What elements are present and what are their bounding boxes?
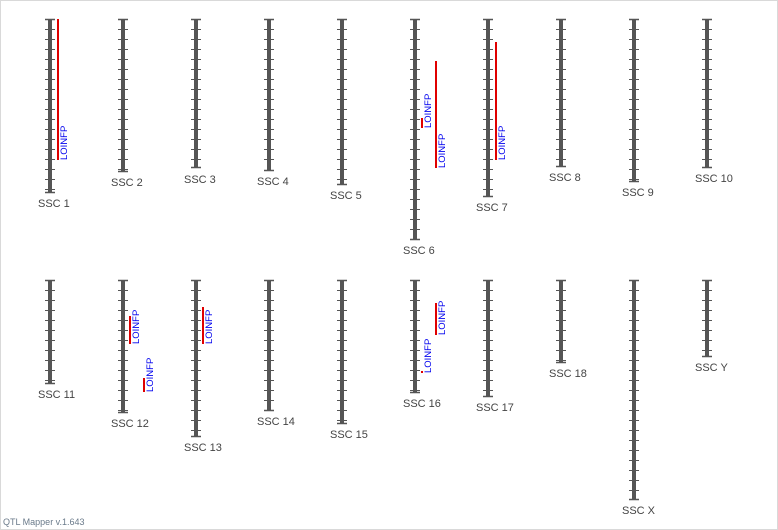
chromosome-ssc-15: SSC 15 [330, 279, 368, 441]
qtl-label[interactable]: LOINFP [437, 134, 448, 168]
qtl-label[interactable]: LOINFP [497, 126, 508, 160]
chromosome-label: SSC 18 [549, 368, 587, 380]
chromosome-bar [48, 19, 52, 193]
qtl-bar[interactable] [495, 42, 497, 160]
chromosome-ssc-6: SSC 6 [403, 18, 435, 257]
qtl-bar[interactable] [143, 378, 145, 392]
chromosome-bar [486, 280, 490, 397]
chromosome-ssc-3: SSC 3 [184, 18, 216, 186]
qtl-label[interactable]: LOINFP [145, 358, 156, 392]
qtl-label[interactable]: LOINFP [437, 301, 448, 335]
chromosome-label: SSC 5 [330, 190, 362, 202]
chromosome-label: SSC 3 [184, 174, 216, 186]
chromosome-bar [632, 19, 636, 182]
chromosome-ssc-4: SSC 4 [257, 18, 289, 188]
qtl-bar[interactable] [129, 316, 131, 344]
qtl-loinfp-ssc-16[interactable]: LOINFP [421, 339, 434, 373]
chromosome-label: SSC 2 [111, 177, 143, 189]
chromosome-bar [48, 280, 52, 384]
chromosome-ssc-y: SSC Y [695, 279, 728, 374]
qtl-label[interactable]: LOINFP [131, 310, 142, 344]
chromosome-ssc-7: SSC 7 [476, 18, 508, 214]
chromosome-label: SSC 13 [184, 442, 222, 454]
chromosome-ssc-10: SSC 10 [695, 18, 733, 185]
chromosome-label: SSC X [622, 505, 656, 517]
chromosome-bar [559, 19, 563, 167]
qtl-loinfp-ssc-13[interactable]: LOINFP [202, 307, 215, 344]
qtl-loinfp-ssc-1[interactable]: LOINFP [57, 19, 70, 160]
chromosome-label: SSC 6 [403, 245, 435, 257]
qtl-loinfp-ssc-6[interactable]: LOINFP [421, 94, 434, 128]
chromosome-label: SSC 12 [111, 418, 149, 430]
chromosome-bar [121, 280, 125, 413]
chromosome-bar [194, 280, 198, 437]
chromosome-bar [340, 280, 344, 424]
chromosome-bar [340, 19, 344, 185]
chromosome-label: SSC 1 [38, 198, 70, 210]
chromosome-bar [486, 19, 490, 197]
chromosome-ssc-x: SSC X [622, 279, 656, 517]
chromosome-label: SSC 15 [330, 429, 368, 441]
chromosome-bar [121, 19, 125, 172]
chromosome-label: SSC Y [695, 362, 728, 374]
chromosome-label: SSC 4 [257, 176, 289, 188]
qtl-bar[interactable] [435, 303, 437, 335]
chromosome-ssc-11: SSC 11 [38, 279, 75, 401]
chromosome-label: SSC 14 [257, 416, 295, 428]
chromosome-label: SSC 17 [476, 402, 514, 414]
qtl-loinfp-ssc-12[interactable]: LOINFP [143, 358, 156, 392]
chromosome-bar [705, 280, 709, 357]
chromosome-ssc-14: SSC 14 [257, 279, 295, 428]
qtl-label[interactable]: LOINFP [59, 126, 70, 160]
qtl-bar[interactable] [202, 307, 204, 344]
chromosome-ssc-5: SSC 5 [330, 18, 362, 202]
chromosome-ssc-18: SSC 18 [549, 279, 587, 380]
chromosome-ssc-12: SSC 12 [111, 279, 149, 430]
chromosome-ssc-8: SSC 8 [549, 18, 581, 184]
qtl-loinfp-ssc-6[interactable]: LOINFP [435, 61, 448, 168]
chromosome-label: SSC 9 [622, 187, 654, 199]
chromosome-bar [267, 280, 271, 411]
chromosome-bar [559, 280, 563, 363]
chromosome-ssc-2: SSC 2 [111, 18, 143, 189]
qtl-label[interactable]: LOINFP [423, 339, 434, 373]
qtl-bar[interactable] [421, 371, 423, 373]
qtl-bar[interactable] [57, 19, 59, 160]
qtl-bar[interactable] [435, 61, 437, 168]
chromosome-bar [705, 19, 709, 168]
chromosome-label: SSC 11 [38, 389, 75, 401]
chromosome-label: SSC 8 [549, 172, 581, 184]
chromosome-ssc-9: SSC 9 [622, 18, 654, 199]
chromosome-bar [413, 280, 417, 393]
qtl-loinfp-ssc-12[interactable]: LOINFP [129, 310, 142, 344]
qtl-loinfp-ssc-7[interactable]: LOINFP [495, 42, 508, 160]
chromosome-ssc-17: SSC 17 [476, 279, 514, 414]
qtl-bar[interactable] [421, 118, 423, 128]
chromosome-label: SSC 10 [695, 173, 733, 185]
chromosome-label: SSC 16 [403, 398, 441, 410]
chromosome-bar [194, 19, 198, 168]
chromosome-ssc-1: SSC 1 [38, 18, 70, 210]
chromosome-label: SSC 7 [476, 202, 508, 214]
version-label: QTL Mapper v.1.643 [3, 517, 85, 527]
qtl-label[interactable]: LOINFP [204, 310, 215, 344]
chromosome-ssc-16: SSC 16 [403, 279, 441, 410]
qtl-label[interactable]: LOINFP [423, 94, 434, 128]
chromosome-bar [267, 19, 271, 171]
qtl-loinfp-ssc-16[interactable]: LOINFP [435, 301, 448, 335]
chromosome-ssc-13: SSC 13 [184, 279, 222, 454]
